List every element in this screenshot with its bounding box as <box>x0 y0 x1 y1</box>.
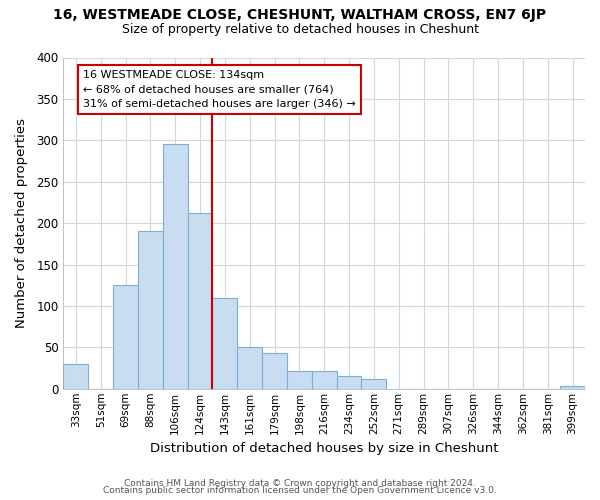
Text: 16, WESTMEADE CLOSE, CHESHUNT, WALTHAM CROSS, EN7 6JP: 16, WESTMEADE CLOSE, CHESHUNT, WALTHAM C… <box>53 8 547 22</box>
Bar <box>361 379 386 389</box>
Bar <box>163 144 188 389</box>
Bar <box>262 353 287 389</box>
Bar <box>237 348 262 389</box>
Bar <box>212 298 237 389</box>
Bar <box>113 285 138 389</box>
Bar <box>312 370 337 389</box>
Bar <box>188 213 212 389</box>
X-axis label: Distribution of detached houses by size in Cheshunt: Distribution of detached houses by size … <box>150 442 499 455</box>
Y-axis label: Number of detached properties: Number of detached properties <box>15 118 28 328</box>
Text: Contains HM Land Registry data © Crown copyright and database right 2024.: Contains HM Land Registry data © Crown c… <box>124 478 476 488</box>
Bar <box>287 370 312 389</box>
Text: Contains public sector information licensed under the Open Government Licence v3: Contains public sector information licen… <box>103 486 497 495</box>
Bar <box>138 232 163 389</box>
Text: Size of property relative to detached houses in Cheshunt: Size of property relative to detached ho… <box>121 22 479 36</box>
Bar <box>337 376 361 389</box>
Text: 16 WESTMEADE CLOSE: 134sqm
← 68% of detached houses are smaller (764)
31% of sem: 16 WESTMEADE CLOSE: 134sqm ← 68% of deta… <box>83 70 356 108</box>
Bar <box>64 364 88 389</box>
Bar <box>560 386 585 389</box>
